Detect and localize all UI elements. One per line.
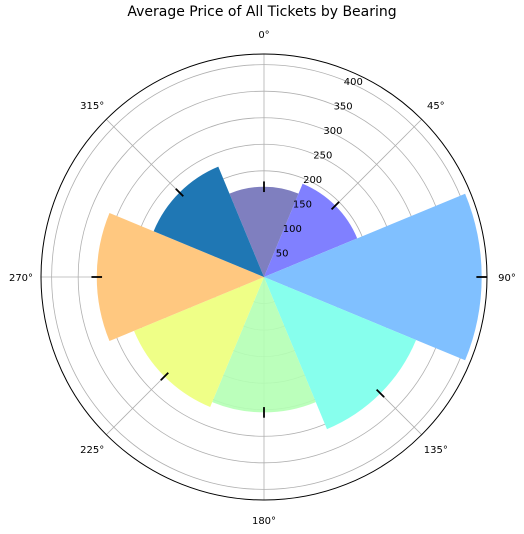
bars-layer (96, 166, 482, 430)
bar-90deg (264, 193, 482, 361)
error-bar (375, 388, 385, 398)
bar-180deg (212, 277, 316, 413)
tick-labels-layer: 50 100 150 200 250 300 350 400 0° 45° 90° 135° 180° 2… (9, 30, 516, 527)
angle-tick-label: 180° (252, 516, 276, 527)
chart-title: Average Price of All Tickets by Bearing (127, 4, 397, 20)
angle-tick-label: 270° (9, 273, 33, 284)
radial-tick-label: 200 (303, 175, 322, 186)
angle-tick-label: 0° (258, 30, 269, 41)
angle-tick-label: 90° (498, 273, 516, 284)
bar-0deg (229, 186, 299, 277)
angle-tick-label: 315° (80, 101, 104, 112)
bar-270deg (96, 212, 264, 342)
radial-tick-label: 150 (293, 199, 312, 210)
angle-tick-label: 225° (80, 445, 104, 456)
error-bar (160, 372, 169, 381)
error-bars-layer (91, 181, 487, 418)
radial-tick-label: 50 (276, 248, 289, 259)
radial-tick-label: 400 (344, 77, 363, 88)
angle-tick-label: 135° (424, 445, 448, 456)
error-bar (175, 188, 184, 197)
angle-tick-label: 45° (427, 101, 445, 112)
radial-tick-label: 350 (334, 101, 353, 112)
radial-tick-label: 300 (323, 126, 342, 137)
outer-circle-layer (40, 53, 488, 501)
outer-circle (40, 53, 488, 501)
radial-tick-label: 100 (283, 224, 302, 235)
error-bar (330, 201, 340, 211)
radial-tick-label: 250 (313, 150, 332, 161)
